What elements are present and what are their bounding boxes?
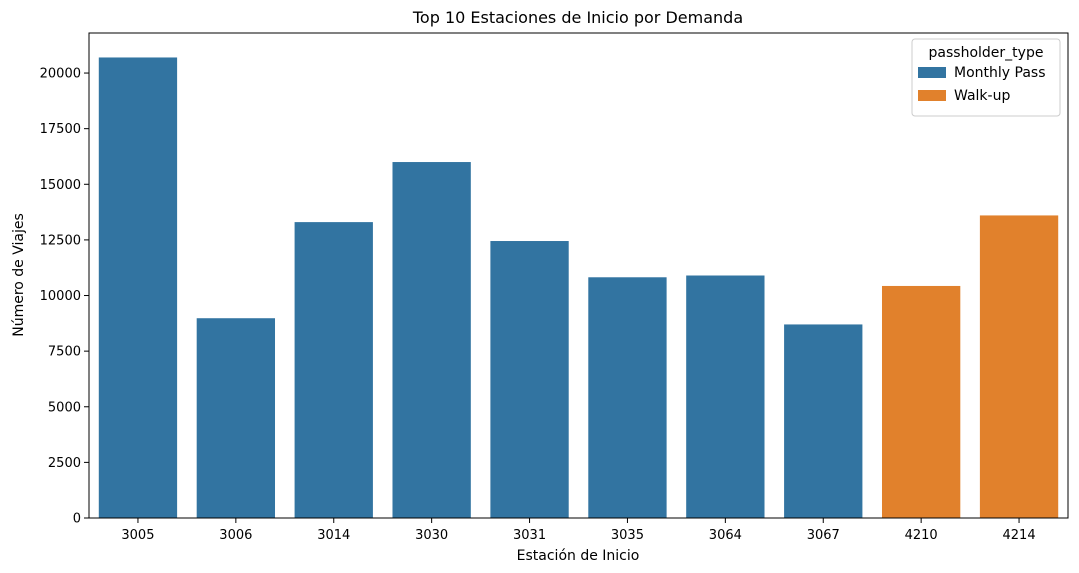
- y-tick-label-10000: 10000: [40, 289, 81, 304]
- y-tick-label-0: 0: [73, 512, 81, 527]
- legend-box: [911, 38, 1061, 117]
- x-tick-label-3014: 3014: [317, 528, 350, 543]
- bar-3030: [392, 162, 471, 519]
- y-tick-label-20000: 20000: [40, 67, 81, 82]
- bar-3014: [294, 222, 373, 519]
- x-tick-label-3064: 3064: [709, 528, 742, 543]
- x-tick-label-3031: 3031: [513, 528, 546, 543]
- legend-swatch-walk-up: [918, 90, 946, 101]
- y-tick-label-2500: 2500: [48, 456, 81, 471]
- y-tick-label-15000: 15000: [40, 178, 81, 193]
- legend-label-monthly-pass: Monthly Pass: [954, 65, 1046, 81]
- y-tick-label-5000: 5000: [48, 400, 81, 415]
- y-tick-label-12500: 12500: [40, 233, 81, 248]
- x-tick-label-3030: 3030: [415, 528, 448, 543]
- x-axis-label: Estación de Inicio: [517, 548, 640, 564]
- bar-4210: [881, 285, 961, 518]
- y-tick-label-7500: 7500: [48, 345, 81, 360]
- legend: passholder_type Monthly Pass Walk-up: [911, 38, 1061, 117]
- bar-3064: [686, 275, 765, 518]
- x-tick-label-3067: 3067: [807, 528, 840, 543]
- y-axis-label: Número de Viajes: [11, 213, 27, 337]
- x-tick-label-3035: 3035: [611, 528, 644, 543]
- bar-3067: [784, 324, 863, 518]
- bar-3006: [196, 318, 276, 518]
- bar-3031: [490, 241, 569, 518]
- bar-4214: [979, 215, 1059, 518]
- legend-swatch-monthly-pass: [918, 67, 946, 78]
- legend-title: passholder_type: [929, 45, 1044, 61]
- y-tick-label-17500: 17500: [40, 122, 81, 137]
- plot-frame: [88, 32, 1069, 519]
- legend-label-walk-up: Walk-up: [954, 88, 1010, 104]
- x-tick-label-3005: 3005: [121, 528, 154, 543]
- plot-area: 3005 3006 3014 3030 3031 3035 3064 3067 4210 4214…: [40, 32, 1069, 543]
- x-tick-label-3006: 3006: [219, 528, 252, 543]
- chart-title: Top 10 Estaciones de Inicio por Demanda: [412, 8, 743, 27]
- x-tick-label-4210: 4210: [905, 528, 938, 543]
- bar-3035: [588, 277, 667, 518]
- x-tick-label-4214: 4214: [1003, 528, 1036, 543]
- bar-3005: [98, 57, 178, 518]
